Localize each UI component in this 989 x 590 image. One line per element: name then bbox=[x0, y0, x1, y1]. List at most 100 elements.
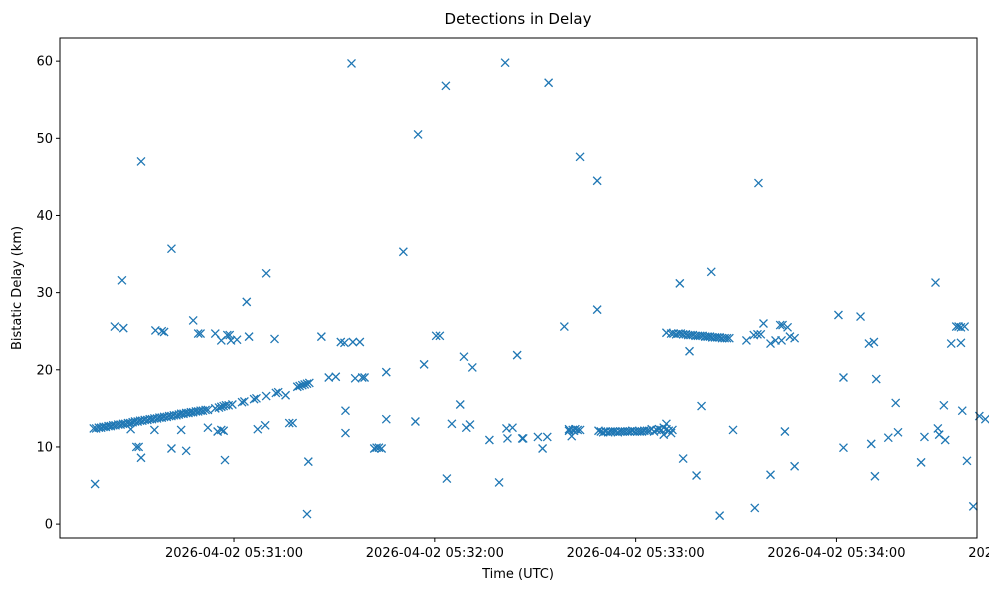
data-point bbox=[273, 387, 283, 397]
plot-area bbox=[60, 38, 977, 538]
data-point bbox=[331, 372, 341, 382]
data-point bbox=[893, 427, 903, 437]
data-point bbox=[467, 363, 477, 372]
data-point bbox=[324, 373, 334, 382]
data-point bbox=[715, 511, 725, 521]
data-point bbox=[159, 327, 169, 337]
data-point bbox=[494, 477, 504, 487]
data-point bbox=[350, 373, 360, 383]
data-point bbox=[210, 329, 220, 338]
data-point bbox=[780, 427, 790, 436]
data-point bbox=[692, 471, 702, 480]
data-point bbox=[856, 312, 865, 322]
data-point bbox=[790, 333, 800, 343]
data-point bbox=[960, 322, 970, 332]
data-point bbox=[149, 425, 159, 435]
data-point bbox=[465, 420, 475, 430]
data-point bbox=[766, 470, 775, 480]
data-point bbox=[517, 434, 527, 443]
data-point bbox=[659, 430, 669, 440]
data-point bbox=[759, 319, 768, 328]
data-point bbox=[222, 330, 232, 340]
data-point bbox=[419, 359, 429, 369]
data-point bbox=[697, 401, 707, 411]
data-point bbox=[203, 423, 213, 433]
data-point bbox=[659, 423, 669, 433]
data-point bbox=[117, 275, 127, 285]
data-point bbox=[916, 457, 926, 467]
data-point bbox=[869, 337, 879, 347]
plot-frame bbox=[59, 37, 978, 539]
data-point bbox=[502, 434, 512, 443]
data-point bbox=[90, 479, 100, 489]
x-tick-label: 2026-04-02 05:35:00 bbox=[968, 546, 989, 561]
data-point bbox=[126, 424, 136, 434]
data-point bbox=[592, 305, 602, 315]
data-point bbox=[441, 81, 451, 91]
data-point bbox=[675, 278, 685, 288]
y-axis: 0 10 20 30 40 50 60 bbox=[36, 55, 60, 533]
data-point bbox=[706, 267, 716, 277]
data-point bbox=[750, 503, 760, 513]
x-axis-title: Time (UTC) bbox=[481, 567, 554, 582]
data-point bbox=[756, 329, 766, 339]
data-point bbox=[284, 418, 294, 428]
data-point bbox=[270, 334, 279, 344]
data-point bbox=[118, 323, 128, 333]
data-point bbox=[374, 443, 384, 453]
x-axis: 2026-04-02 05:31:00 2026-04-02 05:32:00 20… bbox=[165, 538, 989, 561]
data-point bbox=[752, 329, 762, 339]
data-point bbox=[413, 129, 423, 139]
data-point bbox=[340, 338, 349, 348]
data-point bbox=[347, 59, 356, 68]
data-point bbox=[946, 339, 956, 349]
data-point bbox=[355, 337, 365, 347]
data-point bbox=[377, 444, 387, 453]
data-point bbox=[249, 394, 259, 404]
data-point bbox=[685, 346, 694, 356]
data-point bbox=[722, 333, 732, 343]
data-point bbox=[508, 423, 517, 433]
data-point bbox=[134, 442, 144, 452]
data-point bbox=[131, 442, 141, 452]
data-point bbox=[381, 414, 391, 424]
data-point bbox=[500, 58, 510, 68]
data-point bbox=[176, 425, 186, 435]
data-point bbox=[741, 336, 751, 345]
data-point bbox=[939, 400, 949, 410]
data-point bbox=[166, 244, 176, 254]
data-point bbox=[575, 152, 585, 162]
data-point bbox=[360, 373, 370, 382]
data-point bbox=[110, 322, 120, 332]
data-point bbox=[136, 453, 146, 463]
data-point bbox=[542, 432, 552, 442]
data-markers bbox=[89, 58, 989, 521]
data-point bbox=[181, 446, 191, 456]
data-point bbox=[357, 373, 367, 382]
data-point bbox=[980, 414, 989, 424]
data-point bbox=[573, 425, 583, 435]
data-point bbox=[839, 443, 848, 453]
data-point bbox=[766, 339, 775, 349]
data-point bbox=[225, 330, 235, 340]
data-point bbox=[839, 373, 848, 382]
data-point bbox=[870, 471, 880, 481]
data-point bbox=[790, 461, 800, 471]
x-tick-label: 2026-04-02 05:33:00 bbox=[567, 546, 705, 561]
data-point bbox=[239, 396, 249, 406]
x-tick-label: 2026-04-02 05:34:00 bbox=[767, 546, 905, 561]
y-tick-label: 30 bbox=[36, 286, 53, 301]
data-point bbox=[931, 278, 940, 288]
data-point bbox=[775, 320, 785, 330]
data-point bbox=[783, 322, 793, 332]
data-point bbox=[447, 419, 457, 429]
data-point bbox=[431, 331, 441, 341]
data-point bbox=[518, 434, 528, 443]
data-point bbox=[833, 310, 843, 320]
data-point bbox=[303, 457, 313, 467]
data-point bbox=[341, 428, 350, 438]
data-point bbox=[667, 425, 677, 435]
x-tick-label: 2026-04-02 05:32:00 bbox=[366, 546, 504, 561]
y-tick-label: 60 bbox=[36, 55, 53, 70]
y-tick-label: 20 bbox=[36, 363, 53, 378]
